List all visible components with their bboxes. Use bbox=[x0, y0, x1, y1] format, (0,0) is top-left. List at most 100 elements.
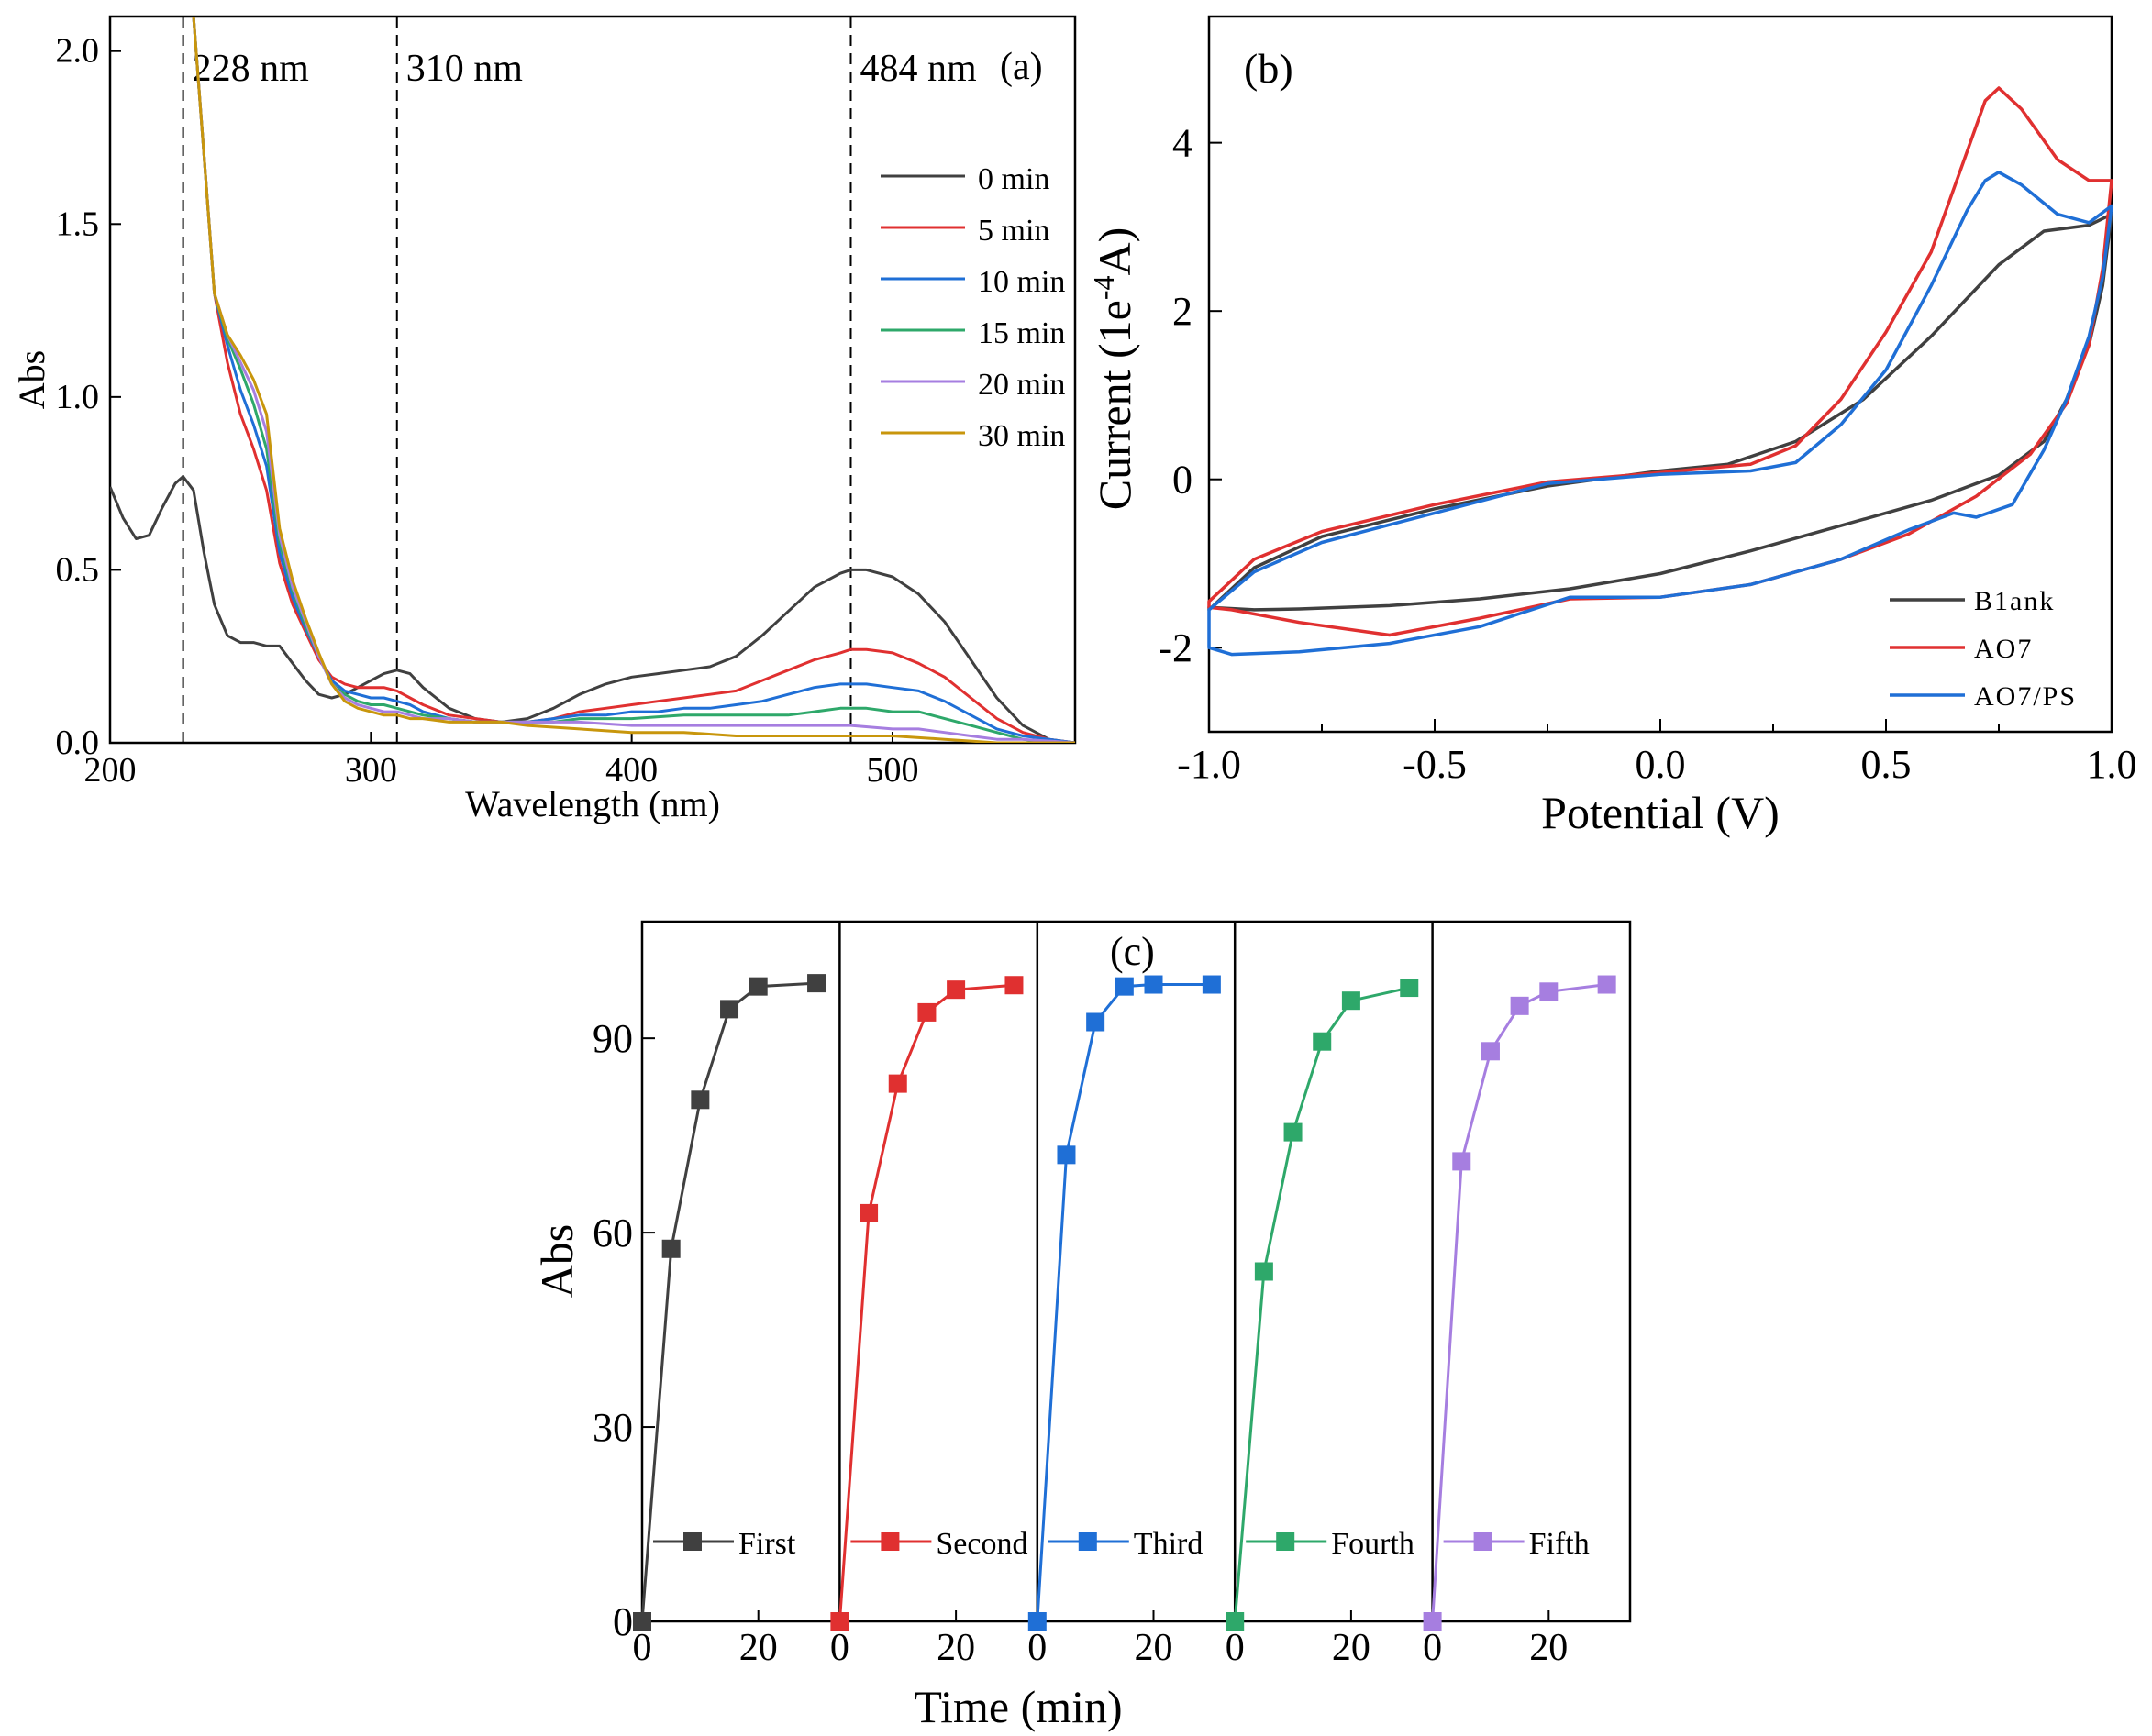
legend-marker bbox=[1473, 1532, 1492, 1551]
legend-marker bbox=[1078, 1532, 1097, 1551]
x-tick-label: -0.5 bbox=[1403, 742, 1467, 787]
data-point-marker bbox=[1202, 975, 1221, 994]
reference-line-label: 228 nm bbox=[193, 48, 310, 90]
x-tick-label: -1.0 bbox=[1177, 742, 1241, 787]
legend-label: 30 min bbox=[978, 419, 1065, 453]
x-tick-label: 20 bbox=[1529, 1627, 1568, 1669]
data-point-marker bbox=[1597, 975, 1616, 994]
panel-label: (a) bbox=[1000, 46, 1043, 88]
x-tick-label: 200 bbox=[84, 751, 137, 790]
legend-label: AO7/PS bbox=[1974, 681, 2077, 712]
legend-label: AO7 bbox=[1974, 634, 2033, 664]
data-point-marker bbox=[1423, 1612, 1442, 1631]
x-tick-label: 20 bbox=[739, 1627, 778, 1669]
data-point-marker bbox=[1144, 975, 1163, 994]
x-tick-label: 0.0 bbox=[1636, 742, 1686, 787]
x-tick-label: 20 bbox=[1135, 1627, 1173, 1669]
series-line bbox=[1431, 983, 1607, 1622]
panel-b-cyclic-voltammetry-chart: -1.0 -0.5 0.0 0.5 1.0 -2 0 2 4 Potential (V) Curre… bbox=[1087, 15, 2137, 838]
x-tick-label: 0 bbox=[1027, 1627, 1047, 1669]
data-point-marker bbox=[1452, 1152, 1471, 1171]
y-tick-label: 0 bbox=[613, 1599, 633, 1644]
data-point-marker bbox=[917, 1002, 937, 1022]
legend-marker bbox=[683, 1532, 702, 1551]
y-tick-label: 60 bbox=[593, 1211, 633, 1255]
data-point-marker bbox=[807, 974, 826, 993]
x-axis-title: Time (min) bbox=[914, 1681, 1122, 1732]
legend-label: 10 min bbox=[978, 265, 1065, 299]
data-point-marker bbox=[1027, 1612, 1047, 1631]
y-tick-label: 0 bbox=[1172, 458, 1192, 503]
panel-label: (b) bbox=[1244, 45, 1293, 92]
series-line bbox=[1036, 983, 1212, 1622]
data-point-marker bbox=[720, 1000, 739, 1019]
data-point-marker bbox=[1226, 1612, 1245, 1631]
y-tick-label: 0.0 bbox=[56, 724, 100, 762]
panel-a-uv-vis-chart: 200 300 400 500 0.0 0.5 1.0 1.5 2.0 Wavelength (n… bbox=[11, 15, 1077, 824]
panel-a-frame bbox=[108, 15, 1077, 745]
y-tick-label: 30 bbox=[593, 1405, 633, 1450]
panel-a-series-group bbox=[110, 17, 1075, 743]
x-tick-label: 500 bbox=[866, 751, 918, 790]
legend-label: 15 min bbox=[978, 316, 1065, 350]
x-tick-label: 0 bbox=[633, 1627, 652, 1669]
series-line bbox=[1207, 86, 2113, 637]
data-point-marker bbox=[1400, 979, 1419, 998]
data-point-marker bbox=[1004, 976, 1024, 995]
reference-line-label: 310 nm bbox=[406, 48, 523, 90]
data-point-marker bbox=[947, 980, 966, 1000]
data-point-marker bbox=[1510, 996, 1529, 1015]
y-tick-label: -2 bbox=[1159, 625, 1192, 670]
data-point-marker bbox=[633, 1612, 651, 1631]
y-axis-title: Abs bbox=[531, 1224, 582, 1299]
y-tick-label: 1.5 bbox=[56, 205, 100, 243]
data-point-marker bbox=[1283, 1122, 1303, 1142]
legend-label: Fifth bbox=[1529, 1527, 1590, 1561]
data-point-marker bbox=[661, 1239, 681, 1258]
data-point-marker bbox=[1341, 991, 1360, 1011]
legend-label: First bbox=[738, 1527, 796, 1561]
y-axis-title-unit: A) bbox=[1089, 227, 1140, 276]
data-point-marker bbox=[860, 1203, 879, 1222]
panel-label: (c) bbox=[1110, 929, 1155, 974]
y-tick-label: 2.0 bbox=[56, 32, 100, 71]
legend-label: 5 min bbox=[978, 214, 1049, 248]
x-tick-label: 1.0 bbox=[2087, 742, 2137, 787]
y-tick-label: 90 bbox=[593, 1016, 633, 1061]
y-axis-title-main: Current (1e bbox=[1089, 300, 1140, 510]
x-tick-label: 0 bbox=[1226, 1627, 1245, 1669]
legend-marker bbox=[1276, 1532, 1295, 1551]
series-line bbox=[1207, 171, 2113, 657]
series-line bbox=[110, 475, 1075, 743]
data-point-marker bbox=[1057, 1145, 1076, 1165]
data-point-marker bbox=[1115, 977, 1134, 996]
y-tick-label: 4 bbox=[1172, 121, 1192, 166]
reference-line-label: 484 nm bbox=[860, 48, 977, 90]
x-axis-title: Wavelength (nm) bbox=[465, 783, 720, 824]
x-tick-label: 20 bbox=[937, 1627, 975, 1669]
y-tick-label: 2 bbox=[1172, 289, 1192, 334]
series-line bbox=[1233, 986, 1410, 1622]
x-axis-title: Potential (V) bbox=[1541, 787, 1780, 838]
data-point-marker bbox=[749, 977, 768, 996]
y-axis-title-exponent: -4 bbox=[1087, 276, 1120, 301]
series-line bbox=[640, 981, 817, 1622]
series-line bbox=[838, 983, 1015, 1622]
panel-c-cycle-stability-chart: 0 30 60 90 Time (min) Abs (c) 0 20 First 0 20 Second… bbox=[531, 920, 1632, 1732]
y-tick-label: 0.5 bbox=[56, 550, 100, 589]
x-tick-label: 20 bbox=[1332, 1627, 1370, 1669]
x-tick-label: 0 bbox=[1423, 1627, 1442, 1669]
legend-label: Third bbox=[1134, 1527, 1204, 1561]
y-tick-label: 1.0 bbox=[56, 378, 100, 416]
x-tick-label: 0 bbox=[830, 1627, 849, 1669]
data-point-marker bbox=[1539, 982, 1559, 1001]
legend-label: Second bbox=[936, 1527, 1027, 1561]
panel-c-frame bbox=[640, 920, 1632, 1623]
x-tick-label: 300 bbox=[345, 751, 397, 790]
data-point-marker bbox=[1254, 1262, 1273, 1281]
y-axis-title: Current (1e-4A) bbox=[1087, 227, 1140, 511]
legend-label: B1ank bbox=[1974, 586, 2055, 616]
data-point-marker bbox=[691, 1090, 710, 1110]
series-line bbox=[192, 17, 1075, 743]
